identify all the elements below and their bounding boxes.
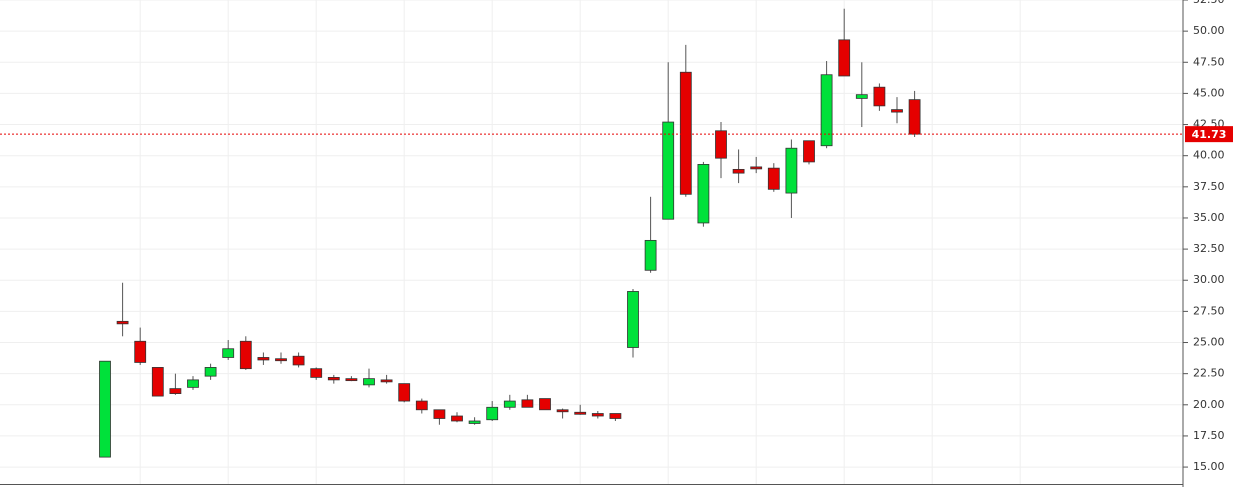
candle-body bbox=[644, 239, 657, 271]
candle-body bbox=[222, 348, 235, 358]
candle-body bbox=[380, 379, 393, 383]
candle-body bbox=[134, 340, 147, 363]
candle-body bbox=[838, 39, 851, 77]
candle-body bbox=[292, 355, 305, 366]
candle-body bbox=[785, 147, 798, 194]
y-tick-label: 15.00 bbox=[1193, 460, 1225, 473]
candle-body bbox=[591, 413, 604, 417]
y-tick-label: 32.50 bbox=[1193, 242, 1225, 255]
candle-body bbox=[151, 367, 164, 397]
candle-body bbox=[732, 168, 745, 174]
candle-body bbox=[363, 378, 375, 386]
y-tick-label: 20.00 bbox=[1193, 398, 1225, 411]
candle-body bbox=[908, 99, 921, 135]
candle-body bbox=[820, 74, 833, 147]
y-tick-label: 25.00 bbox=[1193, 336, 1225, 349]
y-tick-label: 37.50 bbox=[1193, 180, 1225, 193]
candle-body bbox=[99, 360, 111, 458]
y-tick-label: 45.00 bbox=[1193, 86, 1225, 99]
candle-body bbox=[187, 379, 199, 388]
candle-body bbox=[609, 413, 622, 419]
y-tick-label: 52.50 bbox=[1193, 0, 1225, 6]
y-tick-label: 27.50 bbox=[1193, 304, 1225, 317]
candle-body bbox=[750, 166, 763, 170]
candle-body bbox=[539, 398, 551, 411]
candle-body bbox=[310, 368, 323, 378]
candle-body bbox=[169, 388, 182, 394]
candle-body bbox=[767, 167, 780, 190]
candle-body bbox=[873, 86, 886, 107]
candle-body bbox=[486, 406, 499, 421]
candle-body bbox=[503, 400, 516, 408]
candle-body bbox=[433, 409, 446, 419]
candle-body bbox=[679, 71, 692, 195]
candle-body bbox=[345, 378, 358, 382]
y-tick-label: 47.50 bbox=[1193, 55, 1225, 68]
candle-body bbox=[855, 94, 868, 99]
candle-body bbox=[239, 340, 252, 370]
candle-body bbox=[803, 140, 815, 163]
candle-body bbox=[574, 411, 587, 415]
last-price-label: 41.73 bbox=[1192, 128, 1227, 141]
candle-body bbox=[275, 358, 287, 362]
y-tick-label: 40.00 bbox=[1193, 149, 1225, 162]
candle-body bbox=[556, 409, 569, 413]
y-tick-label: 30.00 bbox=[1193, 273, 1225, 286]
y-tick-label: 50.00 bbox=[1193, 24, 1225, 37]
candle-body bbox=[257, 357, 270, 361]
candle-body bbox=[415, 400, 428, 411]
candle-body bbox=[627, 291, 639, 348]
candle-body bbox=[451, 415, 463, 422]
candle-body bbox=[398, 383, 411, 402]
last-price-box bbox=[1185, 126, 1233, 143]
candle-body bbox=[697, 164, 710, 224]
candle-body bbox=[116, 320, 129, 325]
candle-body bbox=[891, 109, 903, 113]
candle-body bbox=[204, 367, 217, 377]
y-tick-label: 35.00 bbox=[1193, 211, 1225, 224]
y-tick-label: 22.50 bbox=[1193, 367, 1225, 380]
candle-body bbox=[468, 420, 481, 424]
y-tick-label: 17.50 bbox=[1193, 429, 1225, 442]
candle-body bbox=[715, 130, 727, 159]
candle-body bbox=[662, 121, 675, 220]
candle-body bbox=[327, 376, 340, 381]
candle-body bbox=[521, 399, 534, 408]
